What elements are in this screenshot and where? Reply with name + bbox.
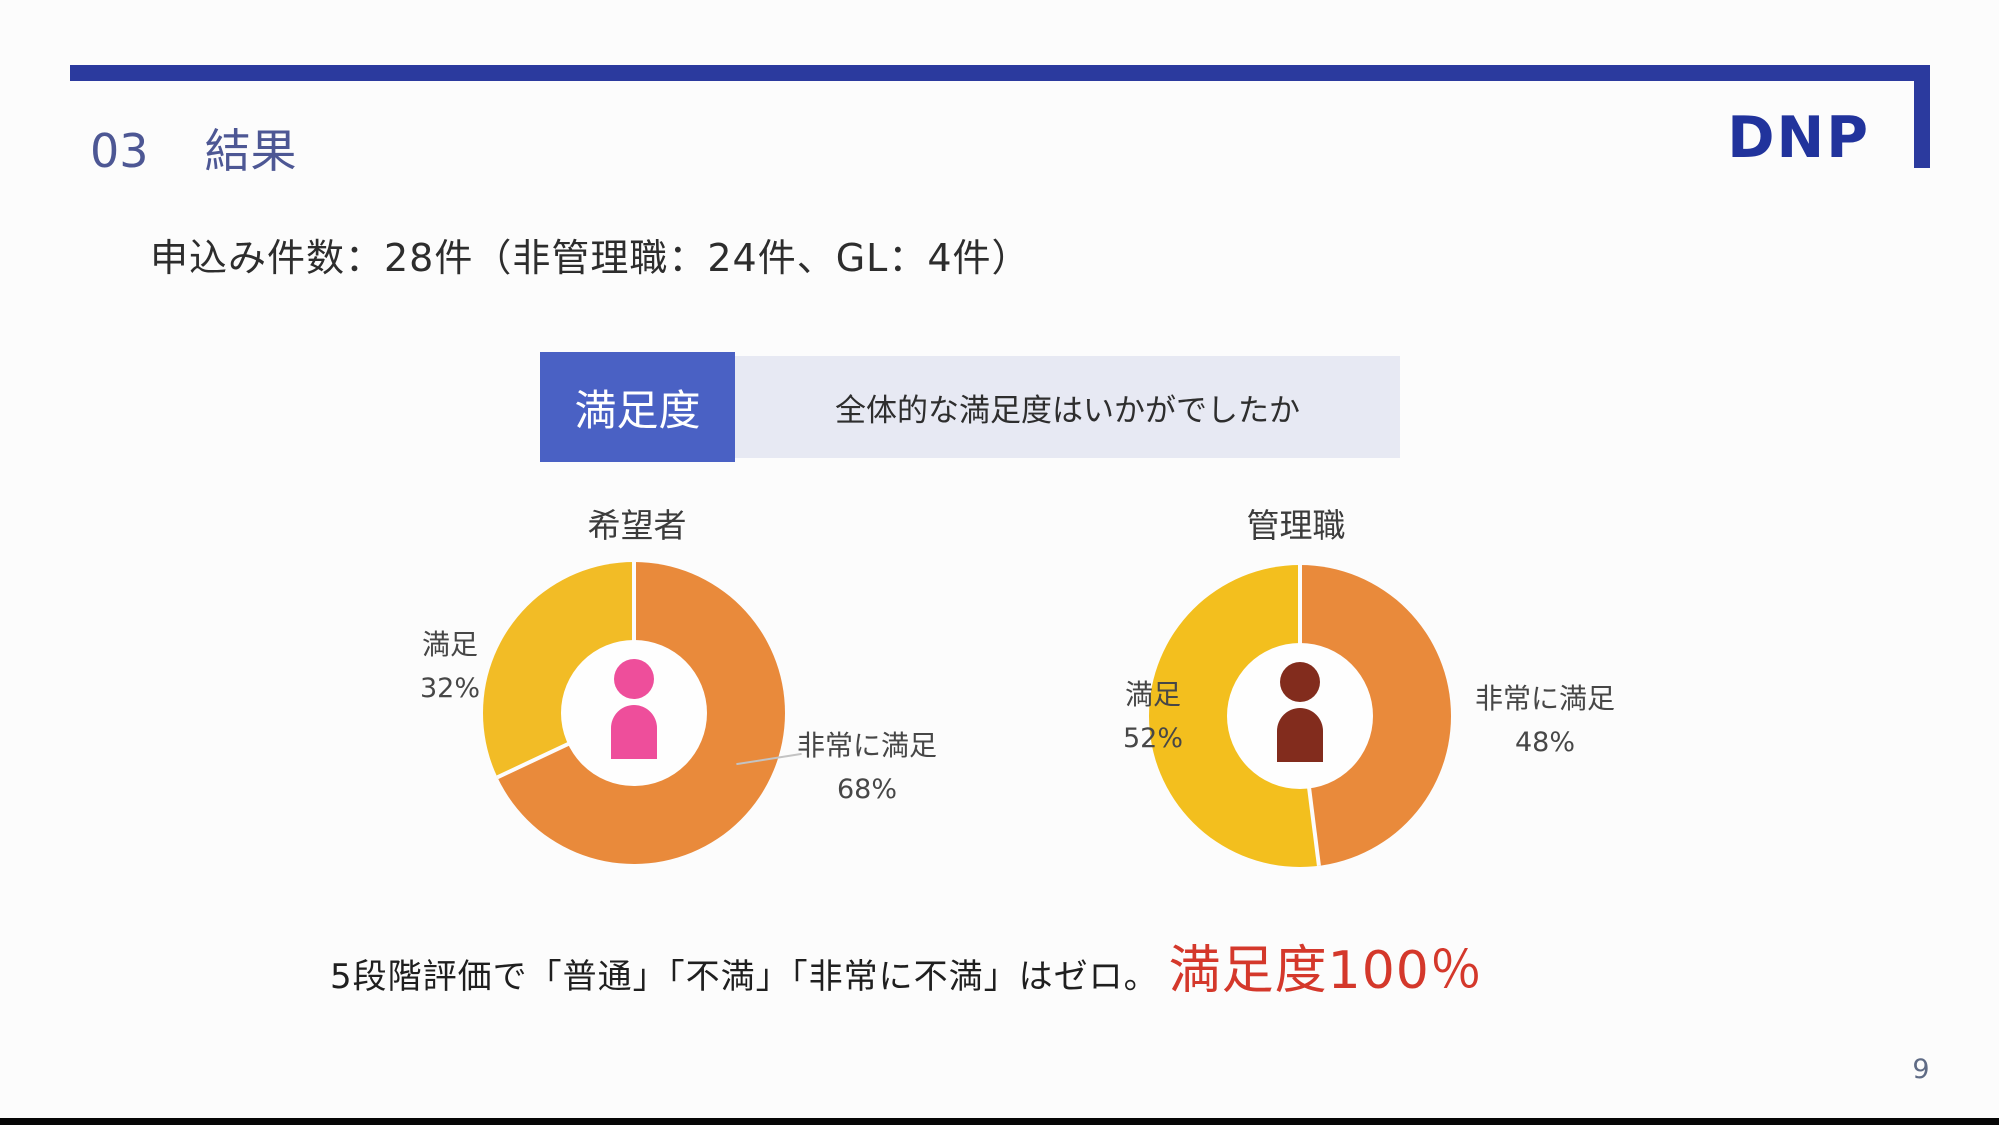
slice-label-pct: 68% [836,774,897,805]
slice-label-text: 満足 [421,628,478,661]
bottom-border-bar [0,1118,1999,1125]
person-icon [614,659,654,699]
slice-label-pct: 52% [1122,723,1183,754]
slice-label-satisfied: 満足 52% [1073,673,1233,761]
slice-label-pct: 48% [1514,727,1575,758]
section-header: 03 結果 [90,128,297,174]
section-number: 03 [90,124,149,178]
person-icon-body [1277,708,1323,762]
slice-divider-start [1298,565,1302,716]
conclusion-text: 5段階評価で「普通」「不満」「非常に不満」はゼロ。 [330,957,1159,997]
application-count-text: 申込み件数：28件（非管理職：24件、GL：4件） [150,236,1031,280]
question-text: 全体的な満足度はいかがでしたか [735,356,1400,458]
slice-label-satisfied: 満足 32% [370,623,530,711]
slice-label-text: 非常に満足 [796,729,937,762]
slice-label-text: 非常に満足 [1474,682,1615,715]
question-category-badge: 満足度 [540,352,735,462]
slice-label-very-satisfied: 非常に満足 68% [787,724,947,812]
section-title: 結果 [204,124,297,178]
slice-divider-start [632,562,636,713]
person-icon-body [611,705,657,759]
chart-title: 管理職 [1246,506,1346,545]
donut-ring-wrap [1149,565,1451,867]
chart-title: 希望者 [587,506,687,545]
donut-ring-wrap [483,562,785,864]
dnp-logo: DNP [1727,105,1870,171]
conclusion-note: 5段階評価で「普通」「不満」「非常に不満」はゼロ。 満足度100％ [330,928,1483,1003]
slice-label-text: 満足 [1124,678,1181,711]
slice-label-very-satisfied: 非常に満足 48% [1460,677,1630,765]
top-accent-rule [70,65,1930,81]
slice-label-pct: 32% [419,673,480,704]
donut-chart-applicants: 希望者 満足 32% 非常に満足 68% [380,495,940,925]
donut-chart-managers: 管理職 満足 52% 非常に満足 48% [1050,495,1670,925]
page-number: 9 [1912,1054,1930,1085]
satisfaction-100-highlight: 満足度100％ [1168,941,1483,1001]
question-header: 満足度 全体的な満足度はいかがでしたか [540,352,1400,462]
person-icon [1280,662,1320,702]
corner-accent-bar [1914,65,1930,168]
